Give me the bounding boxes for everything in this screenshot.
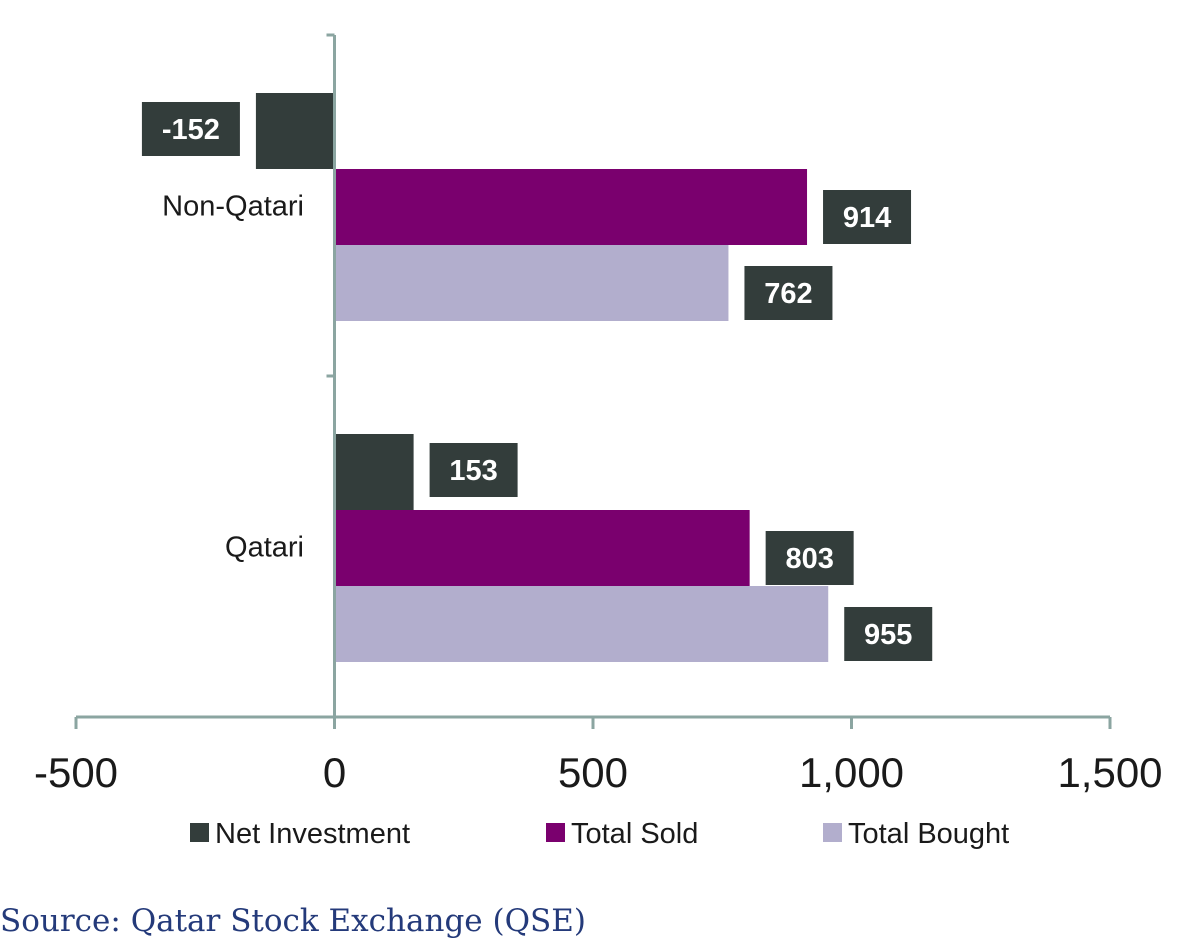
bar-non-qatari-total-bought (334, 245, 729, 321)
data-label: 153 (449, 455, 497, 487)
bar-qatari-total-bought (334, 586, 829, 662)
legend-label: Total Bought (848, 818, 1009, 850)
data-label: -152 (162, 114, 220, 146)
bar-qatari-total-sold (334, 510, 750, 586)
data-label: 762 (764, 278, 812, 310)
data-label-box (141, 102, 240, 156)
x-tick-label: 500 (558, 749, 628, 796)
data-label: 914 (843, 202, 891, 234)
legend-swatch (823, 823, 842, 842)
category-label: Non-Qatari (162, 191, 304, 223)
data-label: 955 (864, 619, 912, 651)
category-label: Qatari (225, 532, 304, 564)
bar-qatari-net-investment (334, 434, 414, 510)
investor-flow-chart: -152 914 762 Non-Qatari 153 803 955 Qatari -500 0… (34, 33, 1163, 850)
legend-swatch (190, 823, 209, 842)
data-label-box (823, 190, 912, 244)
data-label-box (429, 443, 518, 497)
x-tick-label: -500 (34, 749, 118, 796)
x-tick-label: 1,000 (799, 749, 904, 796)
data-label-box (765, 531, 854, 585)
legend-label: Net Investment (215, 818, 410, 850)
legend-swatch (546, 823, 565, 842)
data-label: 803 (785, 543, 833, 575)
x-tick-label: 0 (323, 749, 346, 796)
bar-non-qatari-total-sold (334, 169, 808, 245)
legend-label: Total Sold (571, 818, 698, 850)
bar-non-qatari-net-investment (255, 93, 335, 169)
source-note: Source: Qatar Stock Exchange (QSE) (0, 903, 586, 939)
data-label-box (844, 607, 933, 661)
data-label-box (744, 266, 833, 320)
x-tick-label: 1,500 (1057, 749, 1162, 796)
